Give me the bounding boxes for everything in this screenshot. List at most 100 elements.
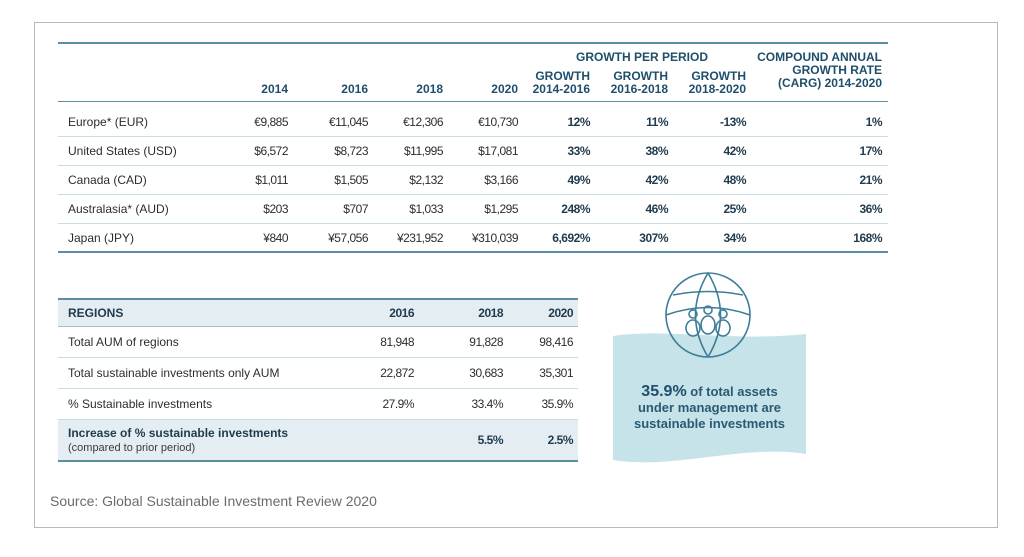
value-cell: 35.9% <box>541 397 573 411</box>
value-cell: $3,166 <box>484 173 518 187</box>
year-header: 2014 <box>261 82 288 96</box>
sustainable-callout: 35.9% of total assets under management a… <box>613 272 806 469</box>
value-cell: 98,416 <box>539 335 573 349</box>
growth-cell: 33% <box>567 144 590 158</box>
value-cell: 22,872 <box>380 366 414 380</box>
value-cell: $203 <box>263 202 288 216</box>
source-note: Source: Global Sustainable Investment Re… <box>50 493 377 509</box>
value-cell: $1,505 <box>334 173 368 187</box>
increase-label-main: Increase of % sustainable investments <box>68 426 289 440</box>
increase-row: Increase of % sustainable investments (c… <box>58 420 578 462</box>
table-row: Total AUM of regions 81,948 91,828 98,41… <box>58 327 578 358</box>
growth-header-line2: 2014-2016 <box>532 82 590 96</box>
growth-cell: -13% <box>719 115 747 129</box>
growth-cell: 248% <box>561 202 590 216</box>
year-header: 2018 <box>416 82 443 96</box>
increase-cell: 5.5% <box>477 433 504 447</box>
cagr-header-line2: GROWTH RATE <box>792 63 882 77</box>
table-row: % Sustainable investments 27.9% 33.4% 35… <box>58 389 578 420</box>
increase-label: Increase of % sustainable investments (c… <box>68 426 288 456</box>
year-header: 2016 <box>341 82 368 96</box>
value-cell: 30,683 <box>469 366 503 380</box>
growth-group-header: GROWTH PER PERIOD <box>576 50 709 64</box>
value-cell: $1,295 <box>484 202 518 216</box>
value-cell: ¥310,039 <box>471 231 519 245</box>
value-cell: €9,885 <box>254 115 288 129</box>
growth-header: GROWTH 2018-2020 <box>670 70 746 96</box>
row-label: Europe* (EUR) <box>68 115 149 129</box>
growth-cell: 11% <box>646 115 668 129</box>
regions-header-label: REGIONS <box>68 306 124 320</box>
value-cell: $8,723 <box>334 144 368 158</box>
year-header: 2020 <box>548 306 573 320</box>
value-cell: ¥57,056 <box>328 231 368 245</box>
row-label: Total AUM of regions <box>68 335 179 349</box>
cagr-cell: 36% <box>859 202 882 216</box>
callout-line1: 35.9% of total assets <box>613 384 806 400</box>
value-cell: ¥840 <box>263 231 288 245</box>
callout-text: 35.9% of total assets under management a… <box>613 384 806 432</box>
cagr-header-line1: COMPOUND ANNUAL <box>757 50 882 64</box>
growth-header-line1: GROWTH <box>613 69 668 83</box>
growth-cell: 307% <box>639 231 668 245</box>
value-cell: $6,572 <box>254 144 288 158</box>
growth-cell: 34% <box>723 231 746 245</box>
row-label: Canada (CAD) <box>68 173 147 187</box>
cagr-cell: 17% <box>859 144 882 158</box>
header-rule <box>58 101 888 102</box>
growth-cell: 38% <box>645 144 668 158</box>
value-cell: $1,011 <box>255 173 288 187</box>
table-top-rule <box>58 42 888 44</box>
table-row: Total sustainable investments only AUM 2… <box>58 358 578 389</box>
table-row: Canada (CAD) $1,011 $1,505 $2,132 $3,166… <box>58 166 888 195</box>
growth-header-line1: GROWTH <box>535 69 590 83</box>
callout-line3: sustainable investments <box>634 416 785 431</box>
callout-wave-background <box>613 333 806 463</box>
table-row: Europe* (EUR) €9,885 €11,045 €12,306 €10… <box>58 108 888 137</box>
row-label: United States (USD) <box>68 144 177 158</box>
year-header: 2020 <box>491 82 518 96</box>
value-cell: 27.9% <box>382 397 414 411</box>
growth-cell: 49% <box>567 173 590 187</box>
value-cell: $2,132 <box>409 173 443 187</box>
value-cell: $707 <box>343 202 368 216</box>
cagr-cell: 21% <box>859 173 882 187</box>
growth-cell: 42% <box>645 173 668 187</box>
row-label: Australasia* (AUD) <box>68 202 169 216</box>
table-row: United States (USD) $6,572 $8,723 $11,99… <box>58 137 888 166</box>
cagr-cell: 1% <box>865 115 883 129</box>
growth-header-line2: 2016-2018 <box>610 82 668 96</box>
value-cell: 35,301 <box>539 366 573 380</box>
value-cell: 81,948 <box>380 335 414 349</box>
growth-cell: 42% <box>723 144 746 158</box>
growth-cell: 48% <box>723 173 746 187</box>
value-cell: ¥231,952 <box>396 231 444 245</box>
table-row: Australasia* (AUD) $203 $707 $1,033 $1,2… <box>58 195 888 224</box>
value-cell: 33.4% <box>471 397 503 411</box>
cagr-header-line3: (CARG) 2014-2020 <box>777 76 882 90</box>
regions-table: REGIONS 2016 2018 2020 Total AUM of regi… <box>58 298 578 463</box>
growth-header: GROWTH 2016-2018 <box>594 70 668 96</box>
table-row: Japan (JPY) ¥840 ¥57,056 ¥231,952 ¥310,0… <box>58 224 888 253</box>
regions-header-row: REGIONS 2016 2018 2020 <box>58 300 578 327</box>
growth-cell: 25% <box>723 202 746 216</box>
cagr-header: COMPOUND ANNUAL GROWTH RATE (CARG) 2014-… <box>748 51 882 90</box>
growth-cell: 12% <box>567 115 590 129</box>
value-cell: $1,033 <box>409 202 443 216</box>
callout-line2: under management are <box>637 400 782 415</box>
growth-cell: 46% <box>645 202 668 216</box>
growth-header: GROWTH 2014-2016 <box>516 70 590 96</box>
growth-header-line2: 2018-2020 <box>688 82 746 96</box>
value-cell: €11,045 <box>329 115 369 129</box>
growth-header-line1: GROWTH <box>691 69 746 83</box>
growth-table: GROWTH PER PERIOD COMPOUND ANNUAL GROWTH… <box>58 42 888 257</box>
callout-highlight: 35.9% <box>641 383 687 400</box>
row-label: Japan (JPY) <box>68 231 135 245</box>
row-label: % Sustainable investments <box>68 397 213 411</box>
cagr-cell: 168% <box>853 231 882 245</box>
growth-cell: 6,692% <box>552 231 590 245</box>
globe-people-icon <box>665 272 751 358</box>
value-cell: €10,730 <box>478 115 518 129</box>
increase-label-sub: (compared to prior period) <box>68 442 196 454</box>
callout-line1-rest: of total assets <box>686 384 778 399</box>
